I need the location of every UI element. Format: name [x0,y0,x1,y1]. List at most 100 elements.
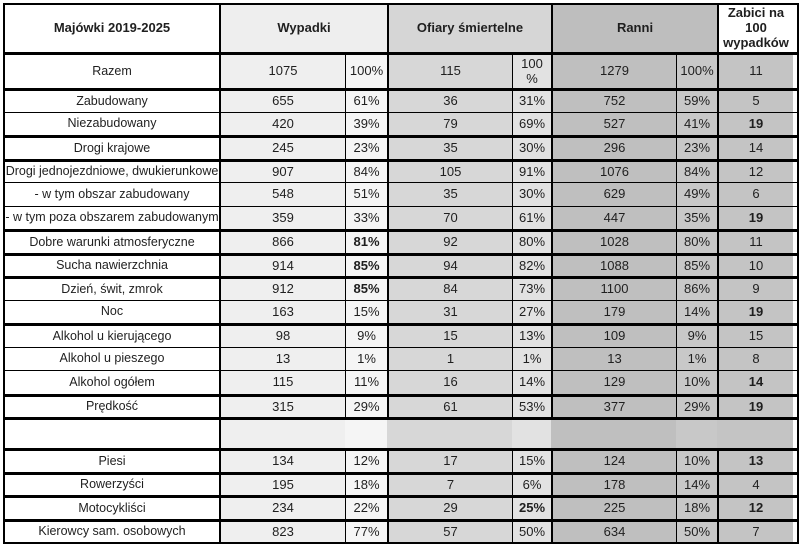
row-label [5,420,219,448]
data-cell [551,420,676,448]
data-cell: 296 [551,138,676,159]
data-cell: 914 [219,255,345,276]
data-cell [676,420,717,448]
row-label: Niezabudowany [5,112,219,135]
header-ranni: Ranni [551,5,717,52]
data-cell: 19 [717,396,793,417]
header-wypadki: Wypadki [219,5,387,52]
data-cell: 15% [512,451,551,472]
data-cell: 7 [387,474,512,495]
data-cell: 377 [551,396,676,417]
data-cell: 36 [387,91,512,112]
data-cell: 634 [551,521,676,542]
data-cell: 80% [676,232,717,253]
data-cell: 79 [387,112,512,135]
row-label: Alkohol u kierującego [5,326,219,347]
row-label: Razem [5,55,219,88]
data-cell: 13 [551,347,676,370]
row-label: Piesi [5,451,219,472]
table-row: Prędkość 315 29% 61 53% 377 29% 19 [5,393,797,417]
data-cell: 84% [345,161,387,182]
data-cell: 7 [717,521,793,542]
data-cell: 1% [512,347,551,370]
data-cell: 10% [676,371,717,394]
row-label: Alkohol ogółem [5,371,219,394]
data-cell: 195 [219,474,345,495]
data-cell: 18% [676,498,717,519]
data-cell: 655 [219,91,345,112]
data-cell: 134 [219,451,345,472]
data-cell: 315 [219,396,345,417]
data-cell: 12 [717,161,793,182]
table-row: Piesi 134 12% 17 15% 124 10% 13 [5,448,797,472]
data-cell: 8 [717,347,793,370]
row-label: Kierowcy sam. osobowych [5,521,219,542]
data-cell: 41% [676,112,717,135]
data-cell: 85% [345,279,387,300]
data-cell: 35 [387,183,512,206]
data-cell: 15 [387,326,512,347]
table-row: Alkohol u pieszego 13 1% 1 1% 13 1% 8 [5,346,797,370]
data-cell: 225 [551,498,676,519]
table-row: Drogi jednojezdniowe, dwukierunkowe 907 84… [5,158,797,182]
data-cell: 15 [717,326,793,347]
row-label: Noc [5,300,219,323]
data-cell: 1 [387,347,512,370]
data-cell: 14% [676,300,717,323]
data-cell: 57 [387,521,512,542]
header-majowki-2019-2025: Majówki 2019-2025 [5,5,219,52]
data-cell: 86% [676,279,717,300]
data-cell: 752 [551,91,676,112]
row-label: Sucha nawierzchnia [5,255,219,276]
data-cell: 1% [676,347,717,370]
data-cell: 9% [345,326,387,347]
data-cell: 234 [219,498,345,519]
data-cell: 1028 [551,232,676,253]
data-cell: 12 [717,498,793,519]
data-cell: 420 [219,112,345,135]
data-cell: 527 [551,112,676,135]
table-body: Razem 1075 100% 115 100 % 1279 100% 11 Zabudowan… [5,52,797,542]
row-label: Alkohol u pieszego [5,347,219,370]
data-cell: 9% [676,326,717,347]
data-cell: 6% [512,474,551,495]
data-cell: 31 [387,300,512,323]
row-label: Motocykliści [5,498,219,519]
data-cell: 73% [512,279,551,300]
data-cell: 85% [676,255,717,276]
data-cell: 35 [387,138,512,159]
data-cell: 548 [219,183,345,206]
data-cell: 61% [512,206,551,229]
data-cell [219,420,345,448]
data-cell [512,420,551,448]
data-cell: 61 [387,396,512,417]
data-cell: 1075 [219,55,345,88]
data-cell: 39% [345,112,387,135]
table-row-empty [5,417,797,448]
data-cell: 14 [717,371,793,394]
data-cell: 100% [345,55,387,88]
data-cell: 91% [512,161,551,182]
row-label: Zabudowany [5,91,219,112]
data-cell: 11% [345,371,387,394]
table-row: Alkohol ogółem 115 11% 16 14% 129 10% 14 [5,370,797,394]
data-cell: 18% [345,474,387,495]
data-cell: 19 [717,112,793,135]
data-cell: 13% [512,326,551,347]
row-label: Rowerzyści [5,474,219,495]
data-cell: 866 [219,232,345,253]
data-cell: 35% [676,206,717,229]
data-cell: 163 [219,300,345,323]
table-header-row: Majówki 2019-2025 Wypadki Ofiary śmierte… [5,5,797,52]
data-cell: 10% [676,451,717,472]
data-cell: 23% [676,138,717,159]
table-row: - w tym poza obszarem zabudowanym 359 33% 7… [5,205,797,229]
table-row: Alkohol u kierującego 98 9% 15 13% 109 9% 15 [5,323,797,347]
data-cell: 124 [551,451,676,472]
data-cell: 100 % [512,55,551,88]
data-cell: 629 [551,183,676,206]
data-cell: 92 [387,232,512,253]
table-row: Niezabudowany 420 39% 79 69% 527 41% 19 [5,111,797,135]
data-cell: 49% [676,183,717,206]
data-cell: 22% [345,498,387,519]
